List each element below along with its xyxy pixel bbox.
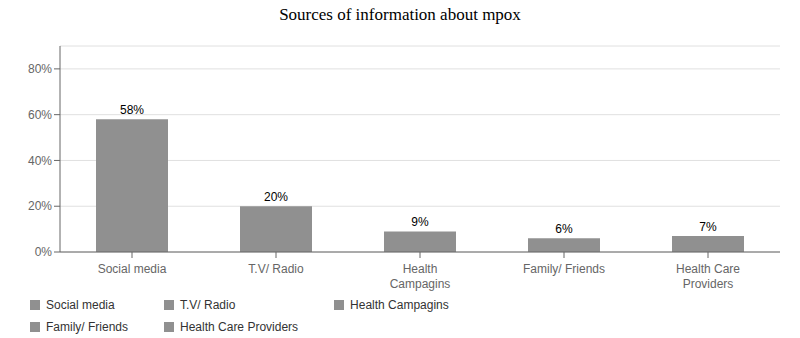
svg-text:20%: 20% xyxy=(264,190,288,204)
svg-text:T.V/ Radio: T.V/ Radio xyxy=(248,262,304,276)
html-text:Sources of information about m: Sources of information about mpox xyxy=(279,5,521,24)
svg-text:40%: 40% xyxy=(28,154,52,168)
svg-text:80%: 80% xyxy=(28,62,52,76)
svg-text:20%: 20% xyxy=(28,199,52,213)
svg-text:Family/ Friends: Family/ Friends xyxy=(523,262,605,276)
html-text:Family/ Friends: Family/ Friends xyxy=(46,320,128,334)
svg-text:58%: 58% xyxy=(120,103,144,117)
svg-text:Social media: Social media xyxy=(98,262,167,276)
svg-text:6%: 6% xyxy=(555,222,573,236)
svg-text:0%: 0% xyxy=(35,245,53,259)
svg-text:HealthCampagins: HealthCampagins xyxy=(390,262,451,291)
html-text:Social media: Social media xyxy=(46,298,115,312)
svg-text:7%: 7% xyxy=(699,220,717,234)
html-text:T.V/ Radio: T.V/ Radio xyxy=(180,298,236,312)
svg-text:9%: 9% xyxy=(411,215,429,229)
svg-text:60%: 60% xyxy=(28,108,52,122)
svg-text:Health CareProviders: Health CareProviders xyxy=(676,262,740,291)
html-text:Health Care Providers: Health Care Providers xyxy=(180,320,299,334)
html-text:Health Campagins: Health Campagins xyxy=(350,298,449,312)
